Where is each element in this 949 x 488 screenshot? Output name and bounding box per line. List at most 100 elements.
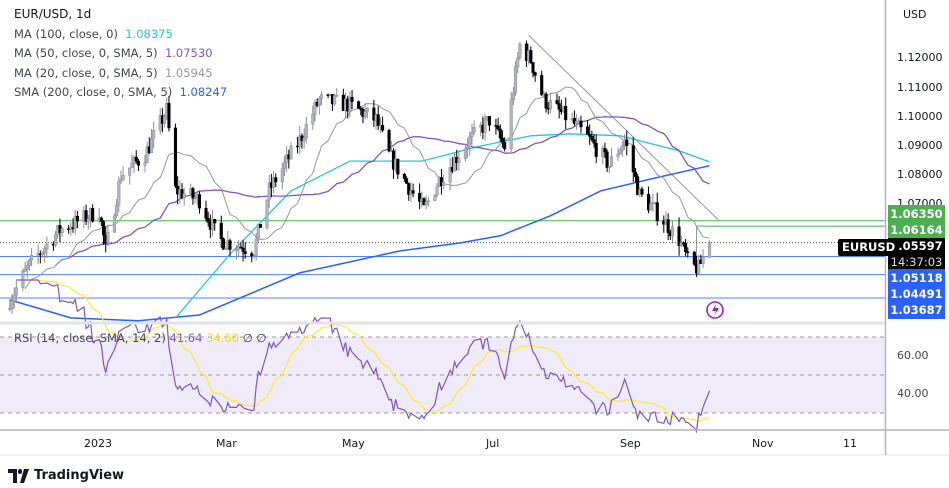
candle-body — [167, 103, 171, 129]
time-tick: 11 — [843, 437, 857, 450]
candle-body — [470, 131, 474, 138]
candle — [250, 251, 254, 263]
candle-body — [228, 240, 232, 250]
candle — [252, 254, 256, 259]
candle-body — [128, 167, 132, 176]
candle-body — [500, 137, 505, 143]
candle-body — [60, 228, 64, 234]
candle — [649, 196, 653, 211]
candle — [396, 158, 400, 180]
symbol-title[interactable]: EUR/USD, 1d — [14, 7, 92, 21]
candle-body — [679, 242, 683, 246]
candle-body — [402, 173, 406, 179]
candle — [313, 99, 317, 122]
candle-body — [670, 226, 675, 237]
candle — [173, 123, 178, 189]
candle-body — [592, 139, 596, 144]
price-tag-blue: 1.05118 — [888, 269, 945, 287]
candle-body — [503, 142, 507, 150]
candle-body — [267, 182, 271, 201]
candle — [25, 261, 29, 279]
candle — [289, 142, 293, 160]
candle-body — [692, 251, 696, 265]
candle-body — [585, 126, 590, 135]
rsi-pane[interactable] — [0, 279, 885, 434]
candle-body — [555, 100, 559, 104]
candle-body — [588, 134, 592, 137]
candle — [590, 130, 594, 142]
candle-body — [603, 148, 607, 153]
candle — [130, 154, 134, 169]
price-tick: 1.10000 — [897, 110, 943, 123]
currency-label[interactable]: USD — [903, 8, 927, 21]
rsi-legend[interactable]: RSI (14, close, SMA, 14, 2) 41.64 34.60 … — [14, 331, 266, 345]
candle-body — [548, 100, 552, 109]
time-tick: Mar — [216, 437, 237, 450]
candle-body — [145, 146, 149, 164]
candle-body — [435, 186, 439, 196]
candle-body — [206, 218, 210, 223]
candle-body — [365, 107, 369, 112]
candle-body — [243, 251, 247, 254]
candle-body — [666, 219, 670, 233]
candle-body — [540, 75, 544, 96]
candle — [448, 158, 452, 191]
rsi-ma-value: 34.60 — [206, 331, 240, 345]
candle-body — [134, 156, 138, 162]
candle-body — [311, 113, 315, 125]
alert-icon[interactable] — [706, 301, 724, 319]
candle — [633, 167, 638, 184]
price-pane[interactable] — [0, 34, 885, 322]
candle — [679, 235, 683, 248]
candle — [564, 97, 568, 130]
candle-body — [357, 101, 361, 109]
candle-body — [531, 62, 535, 73]
price-tick: 1.12000 — [897, 51, 943, 64]
candle — [101, 220, 106, 245]
candle — [99, 216, 103, 227]
candle — [603, 142, 607, 159]
candle-body — [575, 120, 579, 124]
candle — [496, 117, 500, 132]
candle — [10, 293, 14, 314]
price-tick: 1.09000 — [897, 139, 943, 152]
candle-body — [10, 300, 14, 309]
tradingview-logo[interactable]: TradingView — [8, 468, 124, 483]
candle — [625, 130, 629, 156]
candle — [607, 165, 611, 174]
candle — [265, 199, 269, 230]
candle — [452, 153, 457, 172]
candle-body — [472, 127, 476, 133]
candle — [363, 103, 367, 120]
candle-body — [252, 255, 256, 258]
candle — [84, 204, 88, 225]
candle — [472, 120, 476, 136]
candle-body — [143, 162, 147, 166]
legend-ma100[interactable]: MA (100, close, 0) 1.08375 — [14, 25, 227, 45]
legend-ma50[interactable]: MA (50, close, 0, SMA, 5) 1.07530 — [14, 44, 227, 64]
legend-sma200[interactable]: SMA (200, close, 0, SMA, 5) 1.08247 — [14, 83, 227, 103]
rsi-tick: 40.00 — [897, 387, 929, 400]
legend-ma20[interactable]: MA (20, close, 0, SMA, 5) 1.05945 — [14, 64, 227, 84]
candle-body — [335, 94, 339, 97]
candle-body — [106, 231, 110, 244]
candle-body — [631, 145, 635, 173]
candle-body — [494, 124, 498, 127]
candle — [319, 91, 324, 106]
symbol-tag: EURUSD — [838, 239, 900, 256]
candle-body — [256, 224, 260, 240]
candle — [298, 126, 302, 155]
candle-body — [396, 158, 400, 175]
candle-body — [8, 308, 12, 310]
candle — [224, 247, 228, 250]
candle-body — [136, 160, 140, 166]
candle-body — [149, 137, 154, 154]
candle-body — [496, 125, 500, 130]
candle — [407, 182, 411, 201]
candle-body — [620, 145, 624, 151]
ma50-line — [55, 116, 710, 266]
candle-body — [258, 224, 263, 228]
candle — [143, 154, 147, 173]
candle-body — [23, 268, 27, 272]
